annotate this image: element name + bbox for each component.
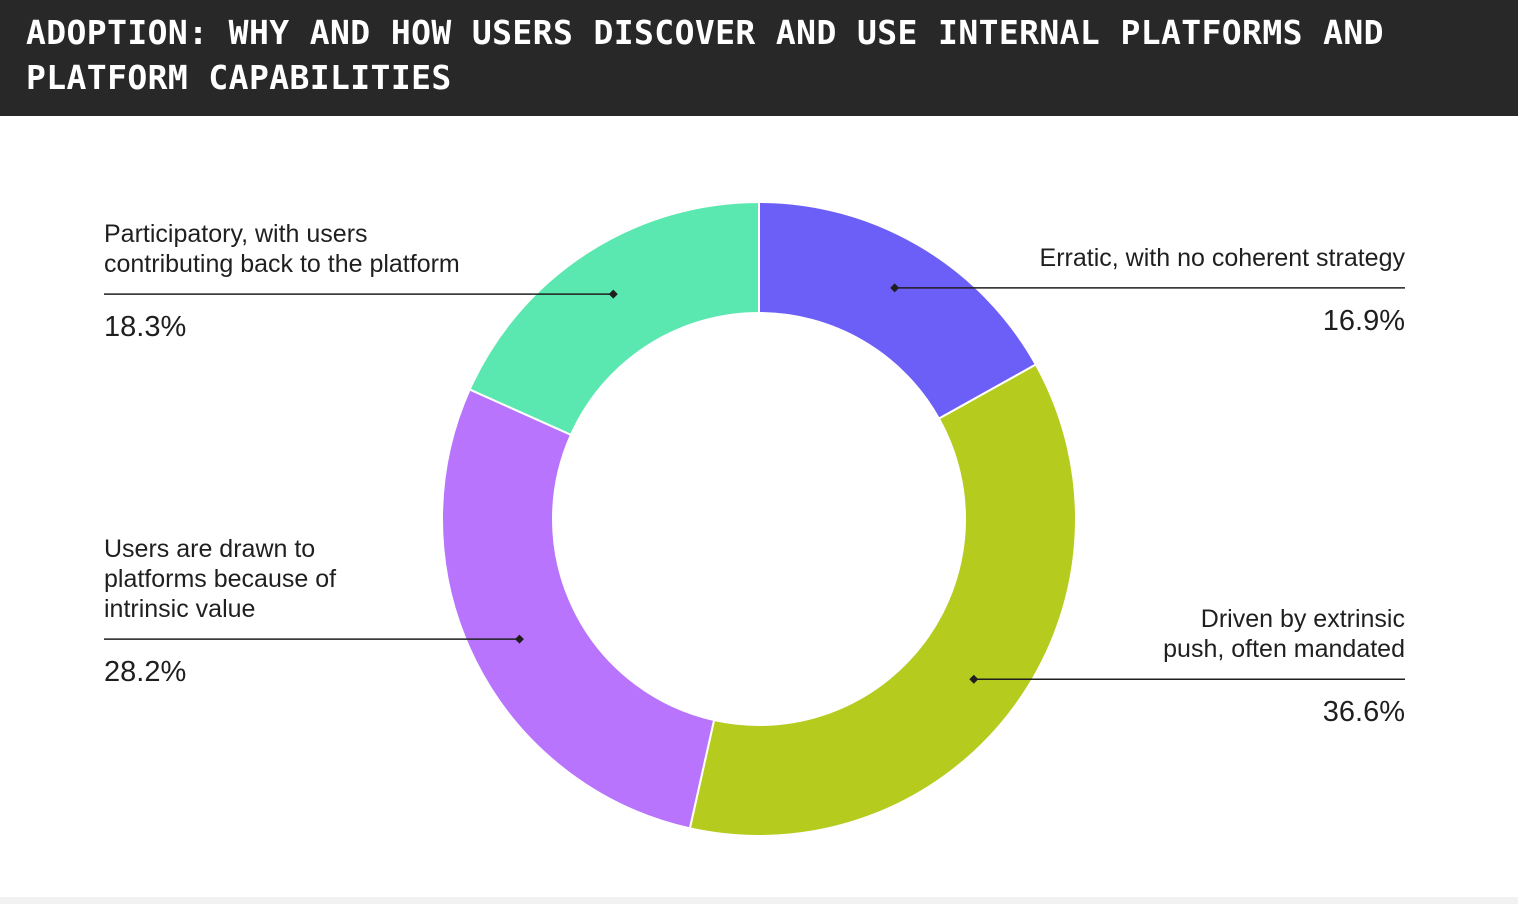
slice-label: Participatory, with users	[104, 220, 368, 248]
chart-title: ADOPTION: WHY AND HOW USERS DISCOVER AND…	[26, 13, 1384, 97]
slice-label: Users are drawn to	[104, 535, 315, 563]
slice-value-label: 28.2%	[104, 656, 186, 688]
slice-label: contributing back to the platform	[104, 250, 460, 278]
slice-label: Erratic, with no coherent strategy	[1040, 244, 1406, 272]
slice-label: intrinsic value	[104, 595, 255, 623]
slice-label: platforms because of	[104, 565, 336, 593]
leader-marker	[514, 634, 524, 644]
slice-value-label: 18.3%	[104, 311, 186, 343]
leader-marker	[969, 674, 979, 684]
title-bar: ADOPTION: WHY AND HOW USERS DISCOVER AND…	[0, 0, 1518, 116]
donut-slice	[758, 201, 1037, 420]
bottom-divider	[0, 897, 1518, 904]
slice-label: push, often mandated	[1163, 635, 1405, 663]
slice-value-label: 16.9%	[1323, 305, 1405, 337]
leader-marker	[608, 289, 618, 299]
donut-slice	[688, 363, 1077, 837]
donut-slice	[441, 388, 716, 830]
leader-marker	[890, 283, 900, 293]
donut-slice	[468, 201, 760, 436]
slice-value-label: 36.6%	[1323, 696, 1405, 728]
slice-label: Driven by extrinsic	[1201, 605, 1405, 633]
